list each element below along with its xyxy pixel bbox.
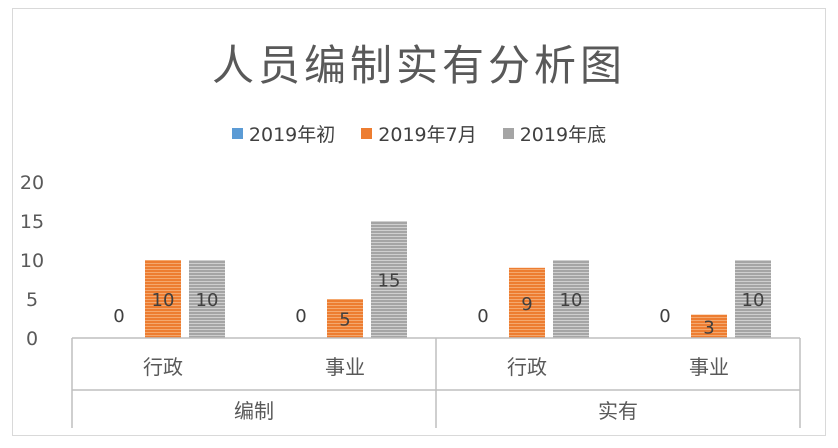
chart-border	[12, 8, 826, 436]
legend: 2019年初 2019年7月 2019年底	[0, 120, 838, 147]
data-label-s0-c3: 0	[659, 306, 670, 327]
bar-s2-c2[interactable]	[553, 260, 589, 338]
y-tick-label-0: 0	[26, 328, 38, 350]
data-label-s1-c3: 3	[703, 317, 714, 338]
bar-s1-c0[interactable]	[145, 260, 181, 338]
bar-s1-c1[interactable]	[327, 299, 363, 338]
y-tick-label-2: 10	[20, 250, 44, 272]
bar-s2-c3[interactable]	[735, 260, 771, 338]
data-label-s0-c1: 0	[295, 306, 306, 327]
bars	[145, 221, 771, 338]
legend-swatch-2019-end	[502, 128, 514, 139]
legend-item-2019-start[interactable]: 2019年初	[231, 120, 336, 147]
legend-item-2019-end[interactable]: 2019年底	[502, 120, 607, 147]
y-axis-ticks: 0 5 10 15 20	[20, 172, 44, 350]
data-label-s2-c3: 10	[742, 290, 765, 311]
legend-swatch-2019-start	[231, 128, 243, 139]
category-label-0: 行政	[143, 355, 183, 379]
y-tick-label-4: 20	[20, 172, 44, 194]
data-label-s1-c0: 10	[152, 290, 175, 311]
x-axis-lines	[71, 337, 801, 428]
data-labels: 0 10 10 0 5 15 0 9 10 0 3 10	[113, 271, 764, 339]
y-tick-label-3: 15	[20, 211, 44, 233]
bar-s1-c3[interactable]	[691, 314, 727, 338]
chart-title: 人员编制实有分析图	[211, 41, 626, 90]
group-label-1: 实有	[598, 399, 638, 423]
data-label-s1-c1: 5	[339, 310, 350, 331]
data-label-s0-c2: 0	[477, 306, 488, 327]
category-label-1: 事业	[325, 355, 365, 379]
data-label-s2-c0: 10	[196, 290, 219, 311]
legend-label-2019-start: 2019年初	[248, 124, 336, 146]
legend-label-2019-july: 2019年7月	[378, 124, 477, 146]
legend-swatch-2019-july	[361, 128, 373, 139]
legend-item-2019-july[interactable]: 2019年7月	[361, 120, 477, 147]
category-label-3: 事业	[689, 355, 729, 379]
bar-s2-c0[interactable]	[189, 260, 225, 338]
category-label-2: 行政	[507, 355, 547, 379]
bar-s2-c1[interactable]	[371, 221, 407, 338]
data-label-s1-c2: 9	[521, 294, 532, 315]
legend-label-2019-end: 2019年底	[519, 124, 607, 146]
bar-s1-c2[interactable]	[509, 267, 545, 338]
data-label-s2-c2: 10	[560, 290, 583, 311]
data-label-s0-c0: 0	[113, 306, 124, 327]
data-label-s2-c1: 15	[378, 271, 401, 292]
y-tick-label-1: 5	[26, 289, 38, 311]
group-label-0: 编制	[234, 399, 274, 423]
